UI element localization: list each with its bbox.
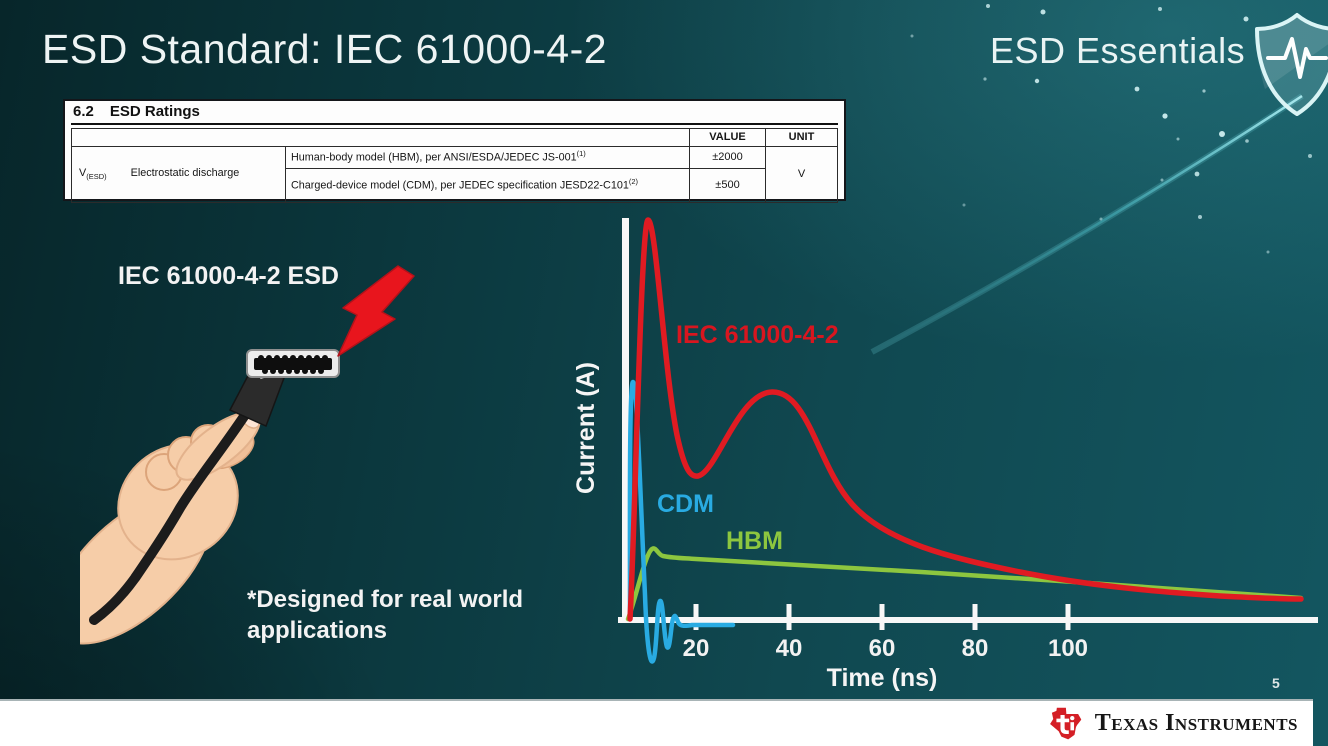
section-title: ESD Ratings — [109, 103, 200, 120]
curve-label-cdm: CDM — [657, 490, 714, 518]
curve-cdm — [627, 379, 736, 664]
table-header-row: VALUE UNIT — [71, 128, 838, 147]
curve-hbm — [625, 546, 1304, 622]
tick-label-20: 20 — [683, 635, 710, 662]
tick-label-100: 100 — [1048, 635, 1088, 662]
hand-holding-cable-illustration — [80, 265, 415, 645]
page-title: ESD Standard: IEC 61000-4-2 — [42, 26, 608, 72]
esd-illustration-caption: IEC 61000-4-2 ESD — [118, 262, 339, 290]
x-tick-labels: 20 40 60 80 100 — [683, 635, 1088, 662]
unit-value: V — [765, 146, 838, 203]
ti-logo-icon — [1049, 707, 1082, 739]
footnote-text: *Designed for real world applications — [247, 586, 524, 644]
x-axis-label: Time (ns) — [827, 664, 938, 692]
param-symbol: V(ESD) — [79, 167, 107, 182]
ratings-table-panel: 6.2 ESD Ratings VALUE UNIT V(ESD) Electr… — [63, 99, 846, 203]
empty-header-cell — [71, 128, 690, 147]
hdmi-connector-icon — [228, 349, 340, 428]
curve-label-hbm: HBM — [726, 527, 783, 555]
tick-label-80: 80 — [962, 635, 989, 662]
unit-header: UNIT — [765, 128, 838, 147]
tick-label-60: 60 — [869, 635, 896, 662]
cdm-value: ±500 — [689, 168, 766, 203]
heartbeat-pulse-icon — [1266, 37, 1328, 79]
brand-title: ESD Essentials — [990, 30, 1246, 71]
param-name: Electrostatic discharge — [130, 167, 240, 180]
y-axis — [622, 218, 629, 622]
lightning-bolt-icon — [337, 265, 415, 357]
curve-iec — [627, 217, 1304, 622]
curve-label-iec: IEC 61000-4-2 — [676, 321, 839, 349]
table-row: Charged-device model (CDM), per JEDEC sp… — [72, 168, 838, 203]
hbm-value: ±2000 — [689, 146, 766, 169]
footer: Texas Instruments — [0, 699, 1313, 746]
ti-logo-text: Texas Instruments — [1094, 710, 1298, 736]
table-section-heading: 6.2 ESD Ratings — [71, 102, 838, 125]
cable — [89, 393, 261, 625]
page-number: 5 — [1272, 675, 1280, 691]
cdm-description: Charged-device model (CDM), per JEDEC sp… — [285, 168, 690, 203]
ratings-table: VALUE UNIT V(ESD) Electrostatic discharg… — [71, 128, 838, 203]
shield-pulse-icon — [1255, 13, 1328, 116]
parameter-cell: V(ESD) Electrostatic discharge — [71, 146, 286, 203]
value-header: VALUE — [689, 128, 766, 147]
x-axis — [618, 617, 1318, 623]
x-axis-ticks — [693, 604, 1071, 630]
tick-label-40: 40 — [776, 635, 803, 662]
waveform-chart: 20 40 60 80 100 Time (ns) Current (A) IE… — [572, 217, 1318, 692]
hbm-description: Human-body model (HBM), per ANSI/ESDA/JE… — [285, 146, 690, 169]
section-number: 6.2 — [73, 103, 94, 120]
y-axis-label: Current (A) — [572, 362, 600, 494]
hand-and-arm — [80, 407, 261, 645]
table-row: V(ESD) Electrostatic discharge Human-bod… — [71, 146, 838, 203]
